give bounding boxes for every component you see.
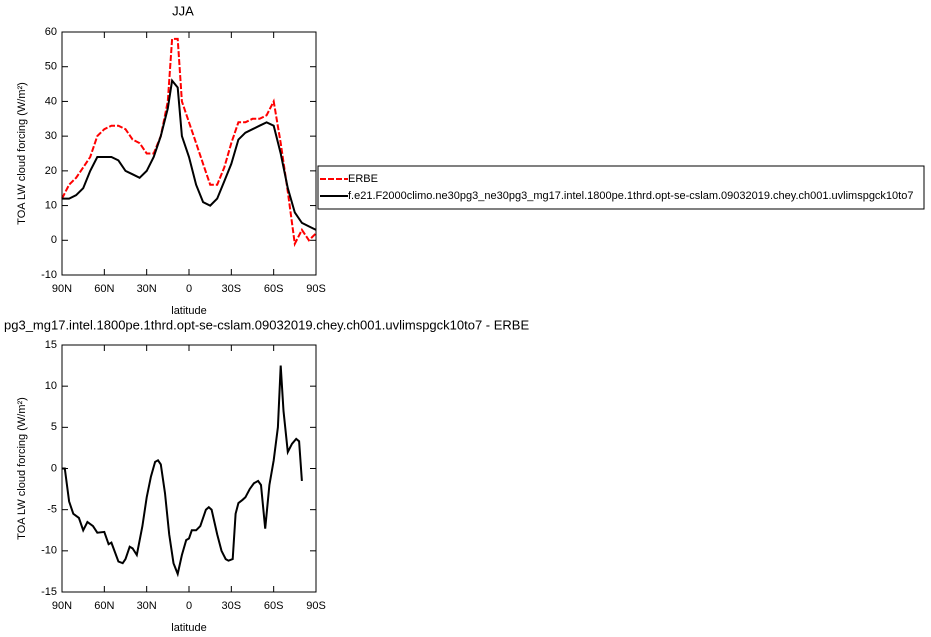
y-tick-label: 40 (45, 95, 57, 107)
y-tick-label: 50 (45, 61, 57, 73)
data-line (61, 37, 317, 248)
chart-title: JJA (172, 3, 194, 18)
data-line (62, 365, 303, 578)
x-axis-label: latitude (171, 622, 206, 634)
y-tick-label: -10 (41, 545, 57, 557)
legend-label: f.e21.F2000climo.ne30pg3_ne30pg3_mg17.in… (348, 190, 913, 202)
y-tick-label: 10 (45, 199, 57, 211)
data-line (62, 78, 317, 231)
x-tick-label: 0 (186, 600, 192, 612)
x-tick-label: 60S (264, 283, 284, 295)
legend-box (317, 165, 925, 210)
x-tick-label: 30S (222, 600, 242, 612)
x-tick-label: 0 (186, 283, 192, 295)
y-tick-label: 5 (51, 421, 57, 433)
x-tick-label: 90S (306, 600, 326, 612)
legend-label: ERBE (348, 173, 378, 185)
y-tick-label: -10 (41, 269, 57, 281)
chart-title: pg3_mg17.intel.1800pe.1thrd.opt-se-cslam… (4, 317, 529, 332)
x-tick-label: 90N (52, 283, 72, 295)
y-tick-label: 0 (51, 462, 57, 474)
x-tick-label: 30N (137, 600, 157, 612)
x-tick-label: 60N (94, 600, 114, 612)
x-tick-label: 30N (137, 283, 157, 295)
plot-frame (61, 31, 317, 276)
y-tick-label: 0 (51, 234, 57, 246)
y-tick-label: 20 (45, 165, 57, 177)
y-tick-label: -5 (47, 504, 57, 516)
plot-frame (61, 344, 317, 593)
x-tick-label: 90S (306, 283, 326, 295)
y-tick-label: -15 (41, 586, 57, 598)
x-axis-label: latitude (171, 305, 206, 317)
y-axis-label: TOA LW cloud forcing (W/m²) (16, 397, 28, 540)
x-tick-label: 30S (222, 283, 242, 295)
y-axis-label: TOA LW cloud forcing (W/m²) (16, 82, 28, 225)
y-tick-label: 60 (45, 26, 57, 38)
y-tick-label: 30 (45, 130, 57, 142)
y-tick-label: 10 (45, 380, 57, 392)
x-tick-label: 60S (264, 600, 284, 612)
y-tick-label: 15 (45, 339, 57, 351)
x-tick-label: 60N (94, 283, 114, 295)
x-tick-label: 90N (52, 600, 72, 612)
